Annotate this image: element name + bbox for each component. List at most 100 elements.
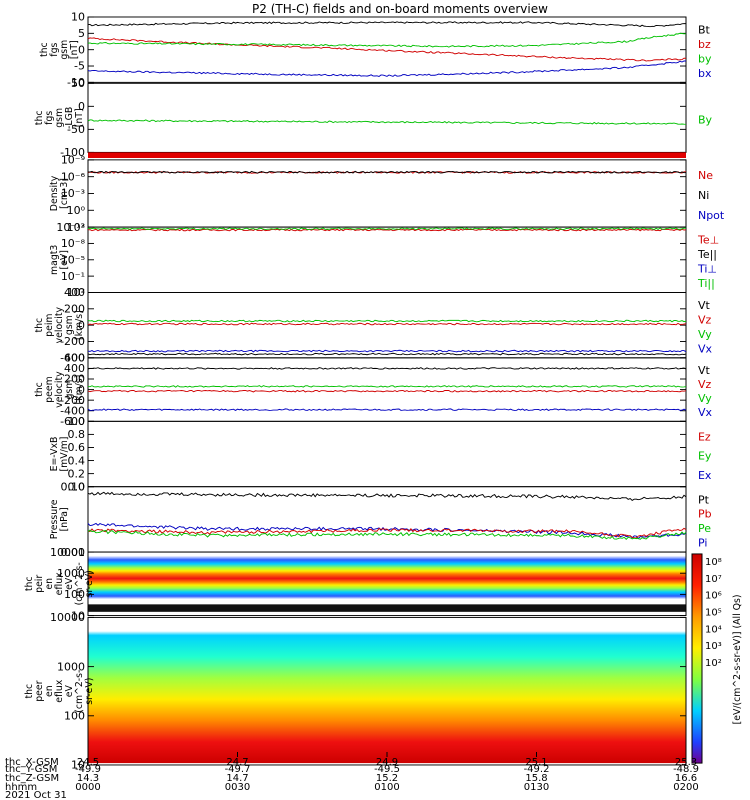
colorbar-tick: 10⁷: [705, 574, 722, 585]
y-axis-label: [nPa]: [59, 507, 70, 531]
x-tick-label-z: 14.3: [77, 773, 99, 784]
legend-ey: Ey: [698, 450, 711, 463]
y-tick-label: 0: [78, 100, 85, 113]
x-tick-label-x: 24.7: [226, 757, 248, 768]
x-row-label: thc_X-GSM: [5, 757, 59, 768]
x-tick-label-z: 16.6: [675, 773, 697, 784]
y-axis-label: [mV/m]: [59, 437, 70, 472]
y-axis-label: peer: [34, 681, 45, 702]
y-tick-label: -200: [60, 394, 85, 407]
legend-ez: Ez: [698, 431, 711, 444]
series-vy-line: [87, 385, 687, 388]
y-tick-label: 0.6: [68, 442, 86, 455]
y-tick-label: 0: [78, 44, 85, 57]
series-vx-line: [87, 408, 687, 411]
y-axis-label: peem: [44, 376, 55, 402]
y-axis-label: (cm^2-s-: [74, 669, 85, 713]
y-tick-label: 1000: [57, 661, 85, 674]
x-row-label: hhmm: [5, 782, 37, 793]
legend-pt: Pt: [698, 494, 709, 507]
x-tick-label-z: 15.8: [525, 773, 547, 784]
legend-by: by: [698, 53, 711, 66]
y-tick-label: 5: [78, 27, 85, 40]
series-pt-line: [87, 491, 687, 502]
panel-10: 10000 1000 100 10 thcpeerenefluxeV(cm^2-s-sr…: [24, 612, 687, 772]
y-tick-label: 10⁰: [67, 204, 85, 217]
y-axis-label: [eV]: [59, 250, 70, 269]
y-axis-label: gsm: [64, 315, 75, 335]
panel-6: 6004002000-200-400-600thcpeemvelocitygsm…: [34, 352, 712, 428]
panel-frame: [87, 486, 687, 553]
y-tick-label: 100: [64, 710, 85, 723]
y-axis-label: Pressure: [49, 499, 60, 539]
spectrogram-electron: [88, 621, 686, 764]
legend-npot: Npot: [698, 209, 724, 222]
y-tick-label: 400: [64, 287, 85, 300]
y-tick-label: -100: [60, 146, 85, 159]
legend-pe: Pe: [698, 523, 711, 536]
y-tick-label: -600: [60, 415, 85, 428]
x-tick-label-y: -49.7: [225, 764, 251, 775]
y-axis-label: thc: [34, 318, 45, 333]
y-axis-label: en: [44, 578, 55, 590]
y-axis-label: sr-eV): [84, 678, 95, 705]
legend-ti⊥: Ti⊥: [697, 263, 717, 276]
y-axis-label: [nT]: [69, 40, 80, 59]
y-axis-label: [cm-3]: [59, 178, 70, 209]
legend-vy: Vy: [698, 328, 712, 341]
y-tick-label: 10⁻⁸: [61, 238, 85, 251]
y-tick-label: 10000: [50, 612, 85, 625]
y-tick-label: 10⁻⁵: [61, 254, 85, 267]
series-pe-line: [87, 529, 687, 541]
series-ni-line: [88, 170, 687, 174]
y-axis-label: peir: [34, 575, 45, 593]
y-tick-label: 10: [71, 610, 85, 623]
panel-7: 1.00.80.60.40.20.0 E=-VxB[mV/m] Ez Ey Ex: [49, 415, 712, 493]
series-bz-line: [87, 37, 687, 62]
legend-vy: Vy: [698, 393, 712, 406]
panel-frame: [87, 551, 687, 617]
y-tick-label: 10: [71, 11, 85, 24]
series-vt-line: [87, 367, 687, 370]
x-row-label: 2021 Oct 31: [5, 790, 67, 800]
series-bx-line: [87, 60, 686, 78]
legend-vt: Vt: [698, 365, 710, 378]
series-vt-line: [87, 352, 687, 356]
y-tick-label: 10: [71, 759, 85, 772]
y-tick-label: 0.4: [68, 455, 86, 468]
panel-4: 10⁻¹² 10⁻⁸ 10⁻⁵ 10⁻¹ 10² magt3[eV] Te⊥Te|| Ti⊥T…: [49, 221, 719, 299]
y-tick-label: 0.0: [68, 481, 86, 494]
colorbar-tick: 10²: [705, 658, 722, 669]
y-axis-label: en: [44, 685, 55, 697]
series-vx-line: [87, 349, 687, 353]
y-tick-label: 200: [64, 303, 85, 316]
y-tick-label: 50: [71, 77, 85, 90]
legend-vt: Vt: [698, 299, 710, 312]
legend-ni: Ni: [698, 189, 709, 202]
panel-frame: [87, 226, 687, 293]
y-axis-label: thc: [34, 111, 45, 126]
y-axis-label: -LGB: [64, 107, 75, 129]
panel-frame: [87, 159, 687, 228]
x-tick-label-x: 25.3: [675, 757, 697, 768]
panel-3: 10⁻⁹ 10⁻⁶ 10⁻³ 10⁰ 10³ Density[cm-3] Ne Ni Npot: [49, 154, 724, 234]
y-tick-label: 10²: [67, 287, 85, 300]
x-tick-label-y: -49.2: [524, 764, 550, 775]
colorbar-tick: 10³: [705, 641, 722, 652]
y-tick-label: 0: [78, 319, 85, 332]
legend-pi: Pi: [698, 537, 707, 550]
x-tick-label-t: 0200: [673, 782, 698, 793]
y-axis-label: thc: [34, 382, 45, 397]
y-axis-label: [nT]: [74, 108, 85, 127]
y-axis-label: eV: [64, 685, 75, 697]
legend-ti||: Ti||: [697, 277, 715, 290]
chart-title: P2 (TH-C) fields and on-board moments ov…: [252, 2, 548, 16]
x-tick-label-t: 0100: [374, 782, 399, 793]
colorbar-tick: 10⁶: [705, 591, 722, 602]
y-tick-label: 10⁻⁶: [61, 171, 85, 184]
x-tick-label-x: 25.1: [525, 757, 547, 768]
y-tick-label: 400: [64, 362, 85, 375]
